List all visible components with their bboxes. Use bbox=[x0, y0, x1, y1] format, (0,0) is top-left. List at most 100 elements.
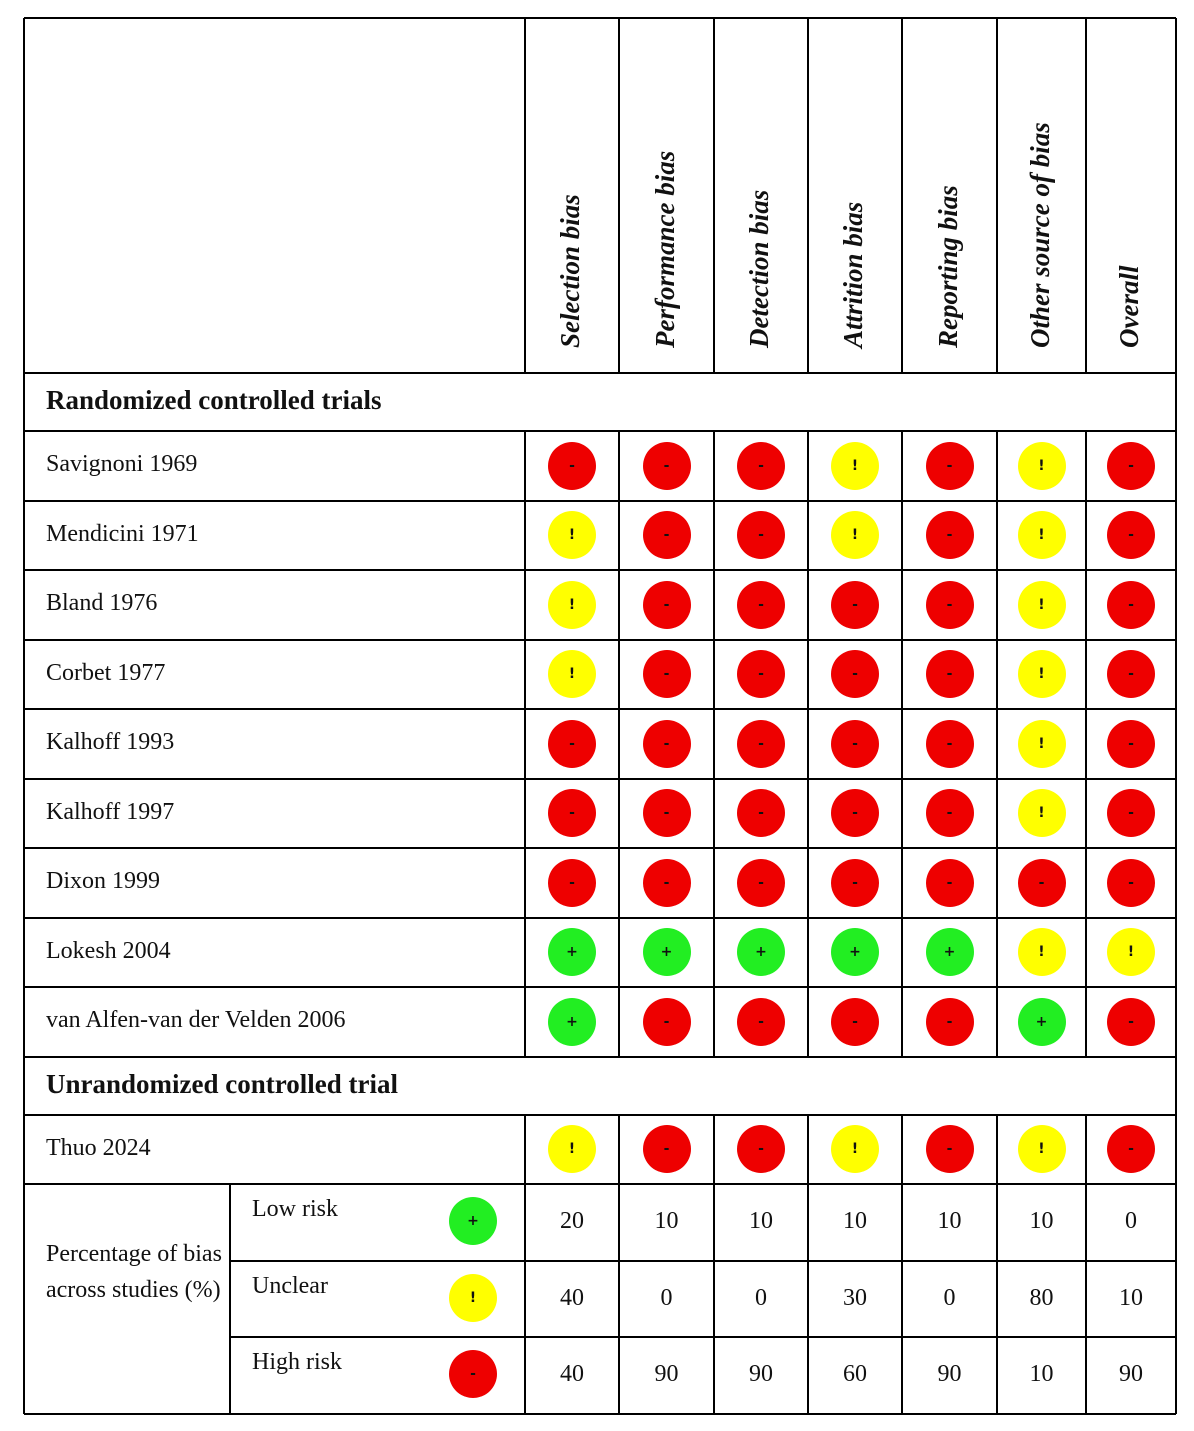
rule bbox=[618, 1114, 620, 1184]
percentage: 10 bbox=[654, 1208, 679, 1234]
rule bbox=[524, 18, 526, 373]
percentage: 10 bbox=[1119, 1284, 1143, 1311]
risk-symbol: - bbox=[642, 789, 691, 838]
risk-symbol: + bbox=[548, 997, 596, 1046]
risk-symbol: - bbox=[1107, 580, 1155, 629]
rule bbox=[618, 1184, 620, 1415]
risk-symbol: - bbox=[737, 580, 785, 629]
rule bbox=[24, 986, 1176, 988]
column-header: Selection bias bbox=[555, 194, 585, 348]
rule bbox=[713, 431, 715, 1057]
risk-symbol: ! bbox=[1017, 789, 1066, 838]
risk-label: Unclear bbox=[252, 1272, 328, 1299]
rule bbox=[807, 431, 809, 1057]
rule bbox=[901, 1114, 903, 1184]
risk-symbol: - bbox=[1107, 789, 1155, 838]
percentage: 90 bbox=[937, 1361, 962, 1388]
risk-symbol: - bbox=[737, 789, 785, 838]
rule bbox=[713, 1114, 715, 1184]
risk-symbol: ! bbox=[449, 1273, 497, 1322]
column-header: Attrition bias bbox=[838, 201, 868, 348]
risk-symbol: - bbox=[642, 511, 691, 560]
rule bbox=[24, 1413, 1176, 1416]
study-name: Mendicini 1971 bbox=[46, 520, 199, 547]
risk-symbol: - bbox=[1107, 441, 1155, 490]
study-name: van Alfen-van der Velden 2006 bbox=[46, 1007, 346, 1033]
rule bbox=[23, 18, 25, 1415]
study-name: Lokesh 2004 bbox=[46, 937, 171, 964]
risk-symbol: ! bbox=[831, 441, 879, 490]
risk-symbol: - bbox=[1107, 719, 1155, 768]
risk-symbol: - bbox=[642, 858, 691, 907]
risk-symbol: - bbox=[831, 580, 879, 629]
risk-symbol: - bbox=[548, 858, 596, 907]
risk-symbol: - bbox=[642, 650, 691, 699]
risk-symbol: - bbox=[737, 719, 785, 768]
risk-label: Low risk bbox=[252, 1196, 338, 1222]
study-name: Corbet 1977 bbox=[46, 659, 166, 686]
risk-symbol: ! bbox=[1017, 511, 1066, 560]
section-title: Randomized controlled trials bbox=[46, 385, 382, 415]
rule bbox=[229, 1184, 231, 1415]
rule bbox=[1175, 18, 1177, 1415]
risk-symbol: - bbox=[737, 1125, 785, 1174]
rule bbox=[807, 1114, 809, 1184]
study-name: Savignoni 1969 bbox=[46, 451, 198, 477]
rule bbox=[24, 847, 1176, 849]
risk-symbol: ! bbox=[1017, 928, 1066, 977]
rule bbox=[713, 18, 715, 373]
rule bbox=[1085, 1114, 1087, 1184]
rule bbox=[524, 1114, 526, 1184]
risk-symbol: + bbox=[925, 928, 974, 977]
risk-symbol: ! bbox=[1017, 441, 1066, 490]
risk-symbol: ! bbox=[831, 511, 879, 560]
risk-symbol: - bbox=[925, 719, 974, 768]
percentage: 40 bbox=[560, 1284, 584, 1311]
study-name: Thuo 2024 bbox=[46, 1134, 151, 1161]
column-header: Overall bbox=[1114, 265, 1144, 348]
risk-symbol: - bbox=[642, 719, 691, 768]
risk-symbol: - bbox=[831, 650, 879, 699]
percentage: 10 bbox=[937, 1208, 962, 1234]
rule bbox=[24, 430, 1176, 432]
risk-symbol: - bbox=[449, 1350, 497, 1399]
rule bbox=[24, 1055, 1176, 1058]
rule bbox=[618, 431, 620, 1057]
percentage: 60 bbox=[843, 1361, 867, 1388]
risk-symbol: ! bbox=[1017, 1125, 1066, 1174]
study-name: Kalhoff 1993 bbox=[46, 729, 175, 755]
risk-symbol: - bbox=[737, 511, 785, 560]
rule bbox=[524, 1184, 526, 1415]
percentage: 30 bbox=[843, 1284, 867, 1311]
rule bbox=[996, 18, 998, 373]
column-header: Performance bias bbox=[649, 150, 680, 348]
risk-symbol: ! bbox=[1107, 928, 1155, 977]
risk-symbol: - bbox=[737, 650, 785, 699]
study-name: Dixon 1999 bbox=[46, 868, 160, 894]
risk-symbol: - bbox=[1107, 650, 1155, 699]
rule bbox=[24, 1183, 1176, 1185]
risk-symbol: ! bbox=[548, 580, 596, 629]
percentage: 0 bbox=[660, 1284, 673, 1311]
rule bbox=[713, 1184, 715, 1415]
percentage: 10 bbox=[1029, 1361, 1054, 1388]
risk-symbol: - bbox=[737, 441, 785, 490]
rule bbox=[1085, 18, 1087, 373]
risk-symbol: - bbox=[925, 858, 974, 907]
rule bbox=[24, 916, 1176, 919]
rule bbox=[24, 569, 1176, 571]
risk-symbol: - bbox=[1107, 511, 1155, 560]
risk-symbol: ! bbox=[548, 650, 596, 699]
risk-symbol: - bbox=[1107, 1125, 1155, 1174]
rule bbox=[901, 18, 903, 373]
risk-symbol: ! bbox=[548, 1125, 596, 1174]
rule bbox=[996, 1114, 998, 1184]
rule bbox=[230, 1336, 1176, 1339]
risk-symbol: + bbox=[831, 928, 879, 977]
rule bbox=[24, 17, 1176, 19]
study-name: Bland 1976 bbox=[46, 590, 158, 616]
rule bbox=[807, 18, 809, 373]
risk-symbol: - bbox=[642, 580, 691, 629]
percentage: 10 bbox=[843, 1208, 867, 1234]
